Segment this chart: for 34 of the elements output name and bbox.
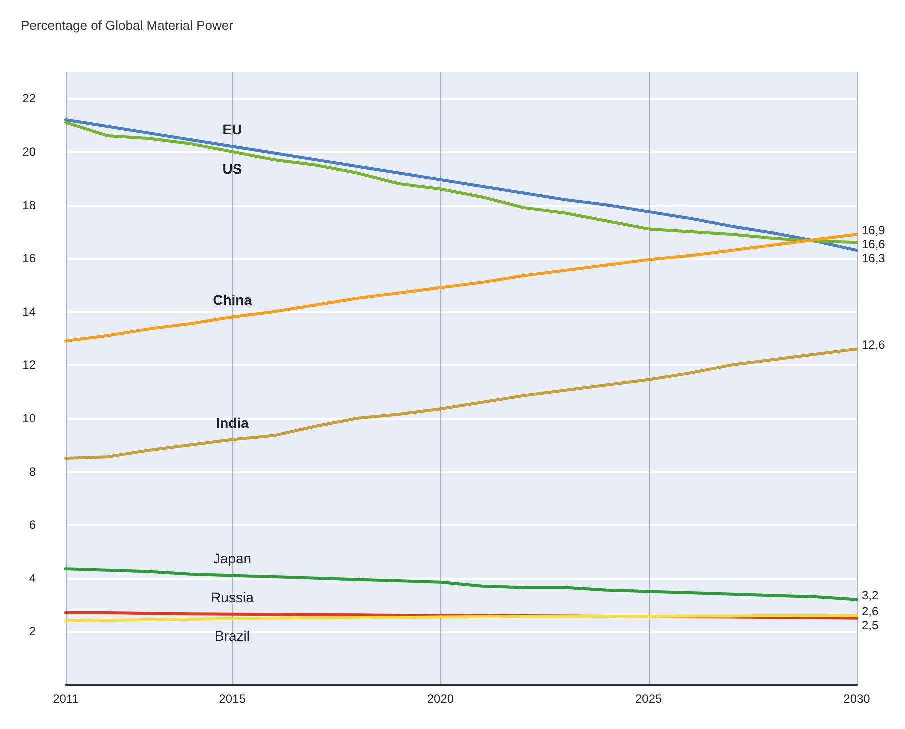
y-tick-label: 10	[22, 411, 36, 426]
y-tick-label: 14	[22, 304, 36, 319]
y-tick-label: 4	[29, 571, 36, 586]
line-series	[64, 233, 858, 343]
data-label: 12,6	[862, 338, 886, 352]
line-series	[64, 568, 858, 602]
y-tick-label: 12	[22, 358, 36, 372]
x-tick-label: 2025	[635, 692, 663, 706]
chart-title: Percentage of Global Material Power	[21, 18, 234, 33]
series-label: US	[222, 160, 242, 177]
data-label: 16,6	[862, 237, 886, 252]
data-label: 3,2	[862, 588, 880, 603]
y-tick-label: 22	[22, 92, 36, 106]
y-tick-label: 8	[29, 464, 36, 479]
series-label: Japan	[213, 550, 252, 567]
x-tick-label: 2011	[53, 692, 80, 706]
series-label: China	[213, 292, 252, 308]
series-label: Russia	[211, 589, 254, 606]
y-tick-label: 16	[22, 252, 36, 266]
data-label: 16,3	[862, 251, 886, 266]
data-label: 2,6	[862, 604, 880, 619]
x-tick-label: 2015	[219, 692, 246, 706]
y-tick-label: 20	[22, 144, 36, 159]
series-label: Brazil	[215, 628, 250, 644]
series-label: India	[216, 414, 250, 431]
x-tick-label: 2020	[427, 692, 454, 706]
x-tick-label: 2030	[844, 692, 871, 706]
series-label: EU	[222, 122, 242, 138]
y-tick-label: 6	[29, 518, 36, 532]
line-series	[64, 348, 858, 460]
data-label: 16,9	[862, 223, 886, 238]
y-tick-label: 18	[22, 198, 36, 212]
y-tick-label: 2	[29, 624, 36, 639]
data-label: 2,5	[862, 618, 880, 633]
